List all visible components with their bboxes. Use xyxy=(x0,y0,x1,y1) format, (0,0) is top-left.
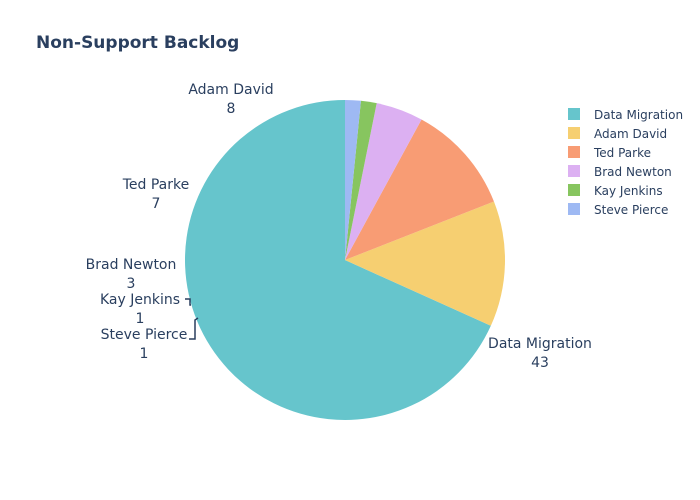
legend-label: Ted Parke xyxy=(593,146,651,160)
pie-slice-adam-david[interactable] xyxy=(345,201,505,326)
pie-slice-brad-newton[interactable] xyxy=(345,103,422,261)
legend-swatch xyxy=(568,127,580,139)
slice-label-kay-jenkins: Kay Jenkins 1 xyxy=(100,292,191,327)
legend-swatch xyxy=(568,146,580,158)
label-leader-line xyxy=(185,298,191,306)
legend-item-steve-pierce[interactable]: Steve Pierce xyxy=(568,203,668,217)
legend-item-ted-parke[interactable]: Ted Parke xyxy=(568,146,651,160)
legend-item-kay-jenkins[interactable]: Kay Jenkins xyxy=(568,184,663,198)
legend[interactable]: Data Migration Adam David Ted Parke Brad Ne… xyxy=(568,108,683,217)
pie-slice-kay-jenkins[interactable] xyxy=(345,100,377,260)
pie-slice-steve-pierce[interactable] xyxy=(345,100,361,260)
slice-label-value: 7 xyxy=(152,196,161,212)
legend-swatch xyxy=(568,184,580,196)
legend-swatch xyxy=(568,165,580,177)
label-leader-line xyxy=(189,317,199,340)
slice-label-steve-pierce: Steve Pierce 1 xyxy=(101,317,199,362)
legend-label: Steve Pierce xyxy=(594,203,668,217)
pie-slice-ted-parke[interactable] xyxy=(345,119,494,260)
slice-label-value: 3 xyxy=(127,276,136,292)
slice-label-data-migration: Data Migration 43 xyxy=(488,336,592,371)
legend-item-data-migration[interactable]: Data Migration xyxy=(568,108,683,122)
slice-label-value: 1 xyxy=(140,346,149,362)
slice-label-name: Kay Jenkins xyxy=(100,292,180,308)
slice-label-adam-david: Adam David 8 xyxy=(188,82,273,117)
pie-slices xyxy=(185,100,505,420)
legend-label: Kay Jenkins xyxy=(594,184,663,198)
slice-label-ted-parke: Ted Parke 7 xyxy=(122,177,190,212)
legend-label: Brad Newton xyxy=(594,165,672,179)
legend-item-adam-david[interactable]: Adam David xyxy=(568,127,667,141)
chart-title: Non-Support Backlog xyxy=(36,33,240,53)
slice-label-name: Brad Newton xyxy=(86,257,177,273)
slice-label-value: 43 xyxy=(531,355,549,371)
legend-label: Adam David xyxy=(594,127,667,141)
slice-label-value: 8 xyxy=(227,101,236,117)
legend-item-brad-newton[interactable]: Brad Newton xyxy=(568,165,672,179)
slice-label-name: Steve Pierce xyxy=(101,327,188,343)
pie-slice-data-migration[interactable] xyxy=(185,100,491,420)
slice-label-name: Ted Parke xyxy=(122,177,190,193)
legend-swatch xyxy=(568,203,580,215)
slice-label-brad-newton: Brad Newton 3 xyxy=(86,257,177,292)
slice-label-name: Data Migration xyxy=(488,336,592,352)
legend-label: Data Migration xyxy=(594,108,683,122)
slice-label-name: Adam David xyxy=(188,82,273,98)
slice-labels: Data Migration 43 Adam David 8 Ted Parke 7 Bra… xyxy=(86,82,592,371)
legend-swatch xyxy=(568,108,580,120)
slice-label-value: 1 xyxy=(136,311,145,327)
